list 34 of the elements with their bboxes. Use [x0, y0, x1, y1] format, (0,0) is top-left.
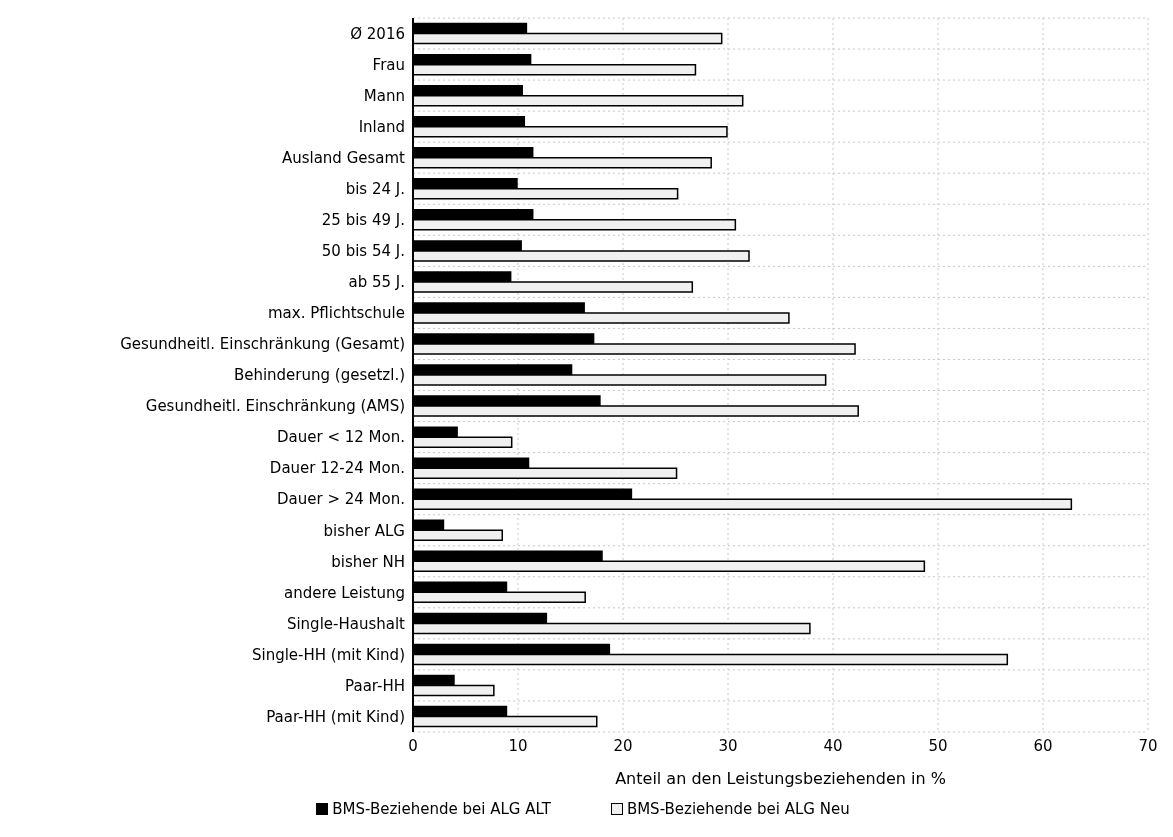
- y-tick-label: Paar-HH (mit Kind): [266, 707, 405, 726]
- legend-label: BMS-Beziehende bei ALG ALT: [332, 800, 551, 818]
- y-tick-label: Single-HH (mit Kind): [251, 645, 405, 664]
- y-tick-label: bis 24 J.: [345, 180, 405, 199]
- y-tick-label: bisher NH: [331, 552, 405, 571]
- x-tick-label: 20: [613, 736, 633, 755]
- y-tick-label: Ø 2016: [350, 24, 405, 43]
- y-tick-label: Behinderung (gesetzl.): [233, 366, 405, 385]
- y-tick-label: Mann: [363, 86, 405, 105]
- y-tick-label: Gesundheitl. Einschränkung (Gesamt): [120, 335, 405, 354]
- y-tick-label: Single-Haushalt: [286, 614, 406, 633]
- y-tick-label: 50 bis 54 J.: [321, 242, 405, 261]
- y-tick-label: andere Leistung: [283, 583, 405, 602]
- y-tick-label: Dauer 12-24 Mon.: [269, 459, 405, 478]
- y-tick-label: Dauer > 24 Mon.: [277, 490, 405, 509]
- x-tick-label: 40: [823, 736, 843, 755]
- y-tick-label: Inland: [358, 117, 405, 136]
- x-tick-label: 0: [408, 736, 418, 755]
- x-tick-label: 60: [1033, 736, 1053, 755]
- x-tick-label: 50: [928, 736, 948, 755]
- y-tick-label: Ausland Gesamt: [281, 149, 406, 168]
- y-tick-label: Paar-HH: [345, 676, 405, 695]
- y-tick-label: bisher ALG: [323, 521, 405, 540]
- x-tick-label: 30: [718, 736, 738, 755]
- y-tick-label: ab 55 J.: [348, 273, 405, 292]
- y-tick-label: Gesundheitl. Einschränkung (AMS): [145, 397, 405, 416]
- x-tick-label: 70: [1138, 736, 1158, 755]
- y-tick-label: Frau: [372, 55, 405, 74]
- x-tick-label: 10: [508, 736, 528, 755]
- legend-label: BMS-Beziehende bei ALG Neu: [626, 800, 850, 818]
- y-tick-label: Dauer < 12 Mon.: [277, 428, 405, 447]
- x-axis-title: Anteil an den Leistungsbeziehenden in %: [615, 769, 946, 788]
- y-tick-label: max. Pflichtschule: [268, 304, 405, 323]
- y-tick-label: 25 bis 49 J.: [321, 211, 405, 230]
